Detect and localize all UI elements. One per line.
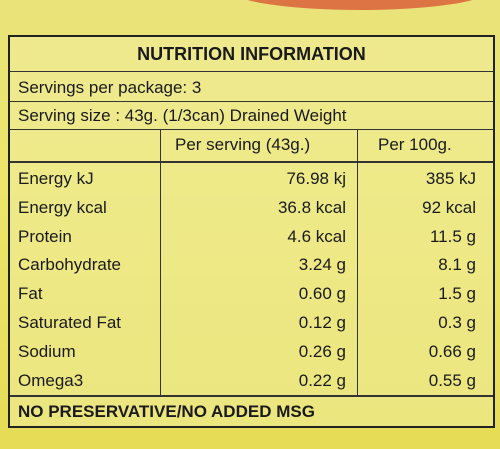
per-100g-value: 92 kcal xyxy=(422,197,476,217)
per-serving-value: 36.8 kcal xyxy=(277,197,346,217)
rule xyxy=(10,129,493,130)
footer: NO PRESERVATIVE/NO ADDED MSG xyxy=(18,402,315,421)
per-serving-value: 0.26 g xyxy=(298,341,346,361)
per-100g-value: 385 kJ xyxy=(425,169,476,188)
title: NUTRITION INFORMATION xyxy=(137,44,366,64)
nutrient-name: Energy kcal xyxy=(18,197,107,217)
nutrient-name: Saturated Fat xyxy=(18,313,122,332)
per-serving-value: 0.22 g xyxy=(298,370,346,390)
column-divider xyxy=(160,129,161,395)
per-serving-value: 0.12 g xyxy=(298,313,346,332)
serving-size: Serving size : 43g. (1/3can) Drained Wei… xyxy=(18,106,347,125)
nutrient-name: Protein xyxy=(18,226,72,246)
background-decoration xyxy=(230,0,490,10)
column-header: Per 100g. xyxy=(378,135,452,154)
nutrient-name: Fat xyxy=(18,284,43,304)
nutrient-name: Energy kJ xyxy=(18,169,94,188)
column-divider xyxy=(357,129,358,395)
per-serving-value: 4.6 kcal xyxy=(287,226,346,246)
per-100g-value: 0.66 g xyxy=(428,341,476,361)
nutrient-name: Sodium xyxy=(18,341,76,361)
rule xyxy=(10,395,493,397)
rule xyxy=(10,71,493,72)
nutrition-table: NUTRITION INFORMATION Servings per packa… xyxy=(8,35,495,428)
servings: Servings per package: 3 xyxy=(18,78,202,97)
nutrient-name: Omega3 xyxy=(18,370,84,390)
per-100g-value: 0.55 g xyxy=(428,370,476,390)
per-serving-value: 3.24 g xyxy=(298,255,346,275)
rule xyxy=(10,101,493,102)
nutrient-name: Carbohydrate xyxy=(18,255,122,275)
per-100g-value: 0.3 g xyxy=(438,313,476,332)
column-header: Per serving (43g.) xyxy=(175,135,311,154)
per-100g-value: 1.5 g xyxy=(438,284,476,304)
per-serving-value: 0.60 g xyxy=(298,284,346,304)
per-100g-value: 8.1 g xyxy=(438,255,476,275)
rule xyxy=(10,161,493,163)
per-100g-value: 11.5 g xyxy=(429,226,476,246)
per-serving-value: 76.98 kj xyxy=(286,169,346,188)
